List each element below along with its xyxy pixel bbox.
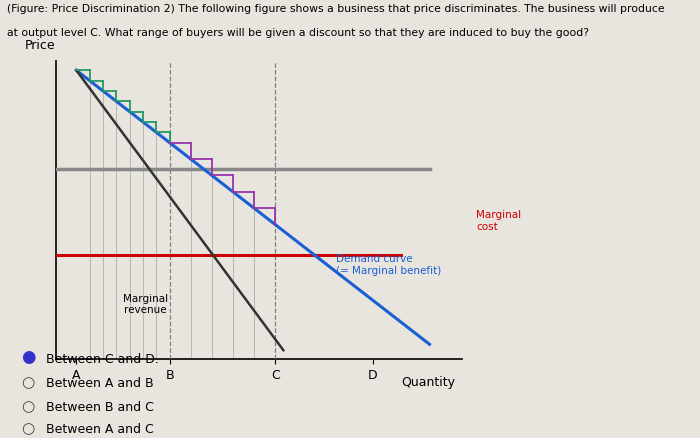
Text: Between A and C: Between A and C — [46, 423, 153, 436]
Text: Between C and D.: Between C and D. — [46, 353, 158, 366]
Text: ●: ● — [21, 348, 36, 366]
Text: Marginal
cost: Marginal cost — [476, 210, 521, 232]
Text: at output level C. What range of buyers will be given a discount so that they ar: at output level C. What range of buyers … — [7, 28, 589, 39]
Text: ○: ○ — [21, 399, 34, 414]
Text: (Figure: Price Discrimination 2) The following figure shows a business that pric: (Figure: Price Discrimination 2) The fol… — [7, 4, 664, 14]
Text: Between B and C: Between B and C — [46, 401, 153, 414]
Text: Quantity: Quantity — [401, 375, 455, 389]
Text: Between A and B: Between A and B — [46, 377, 153, 390]
Text: Demand curve
(= Marginal benefit): Demand curve (= Marginal benefit) — [336, 254, 441, 276]
Text: ○: ○ — [21, 421, 34, 436]
Text: ○: ○ — [21, 375, 34, 390]
Text: Marginal
revenue: Marginal revenue — [122, 293, 168, 315]
Y-axis label: Price: Price — [25, 39, 55, 53]
